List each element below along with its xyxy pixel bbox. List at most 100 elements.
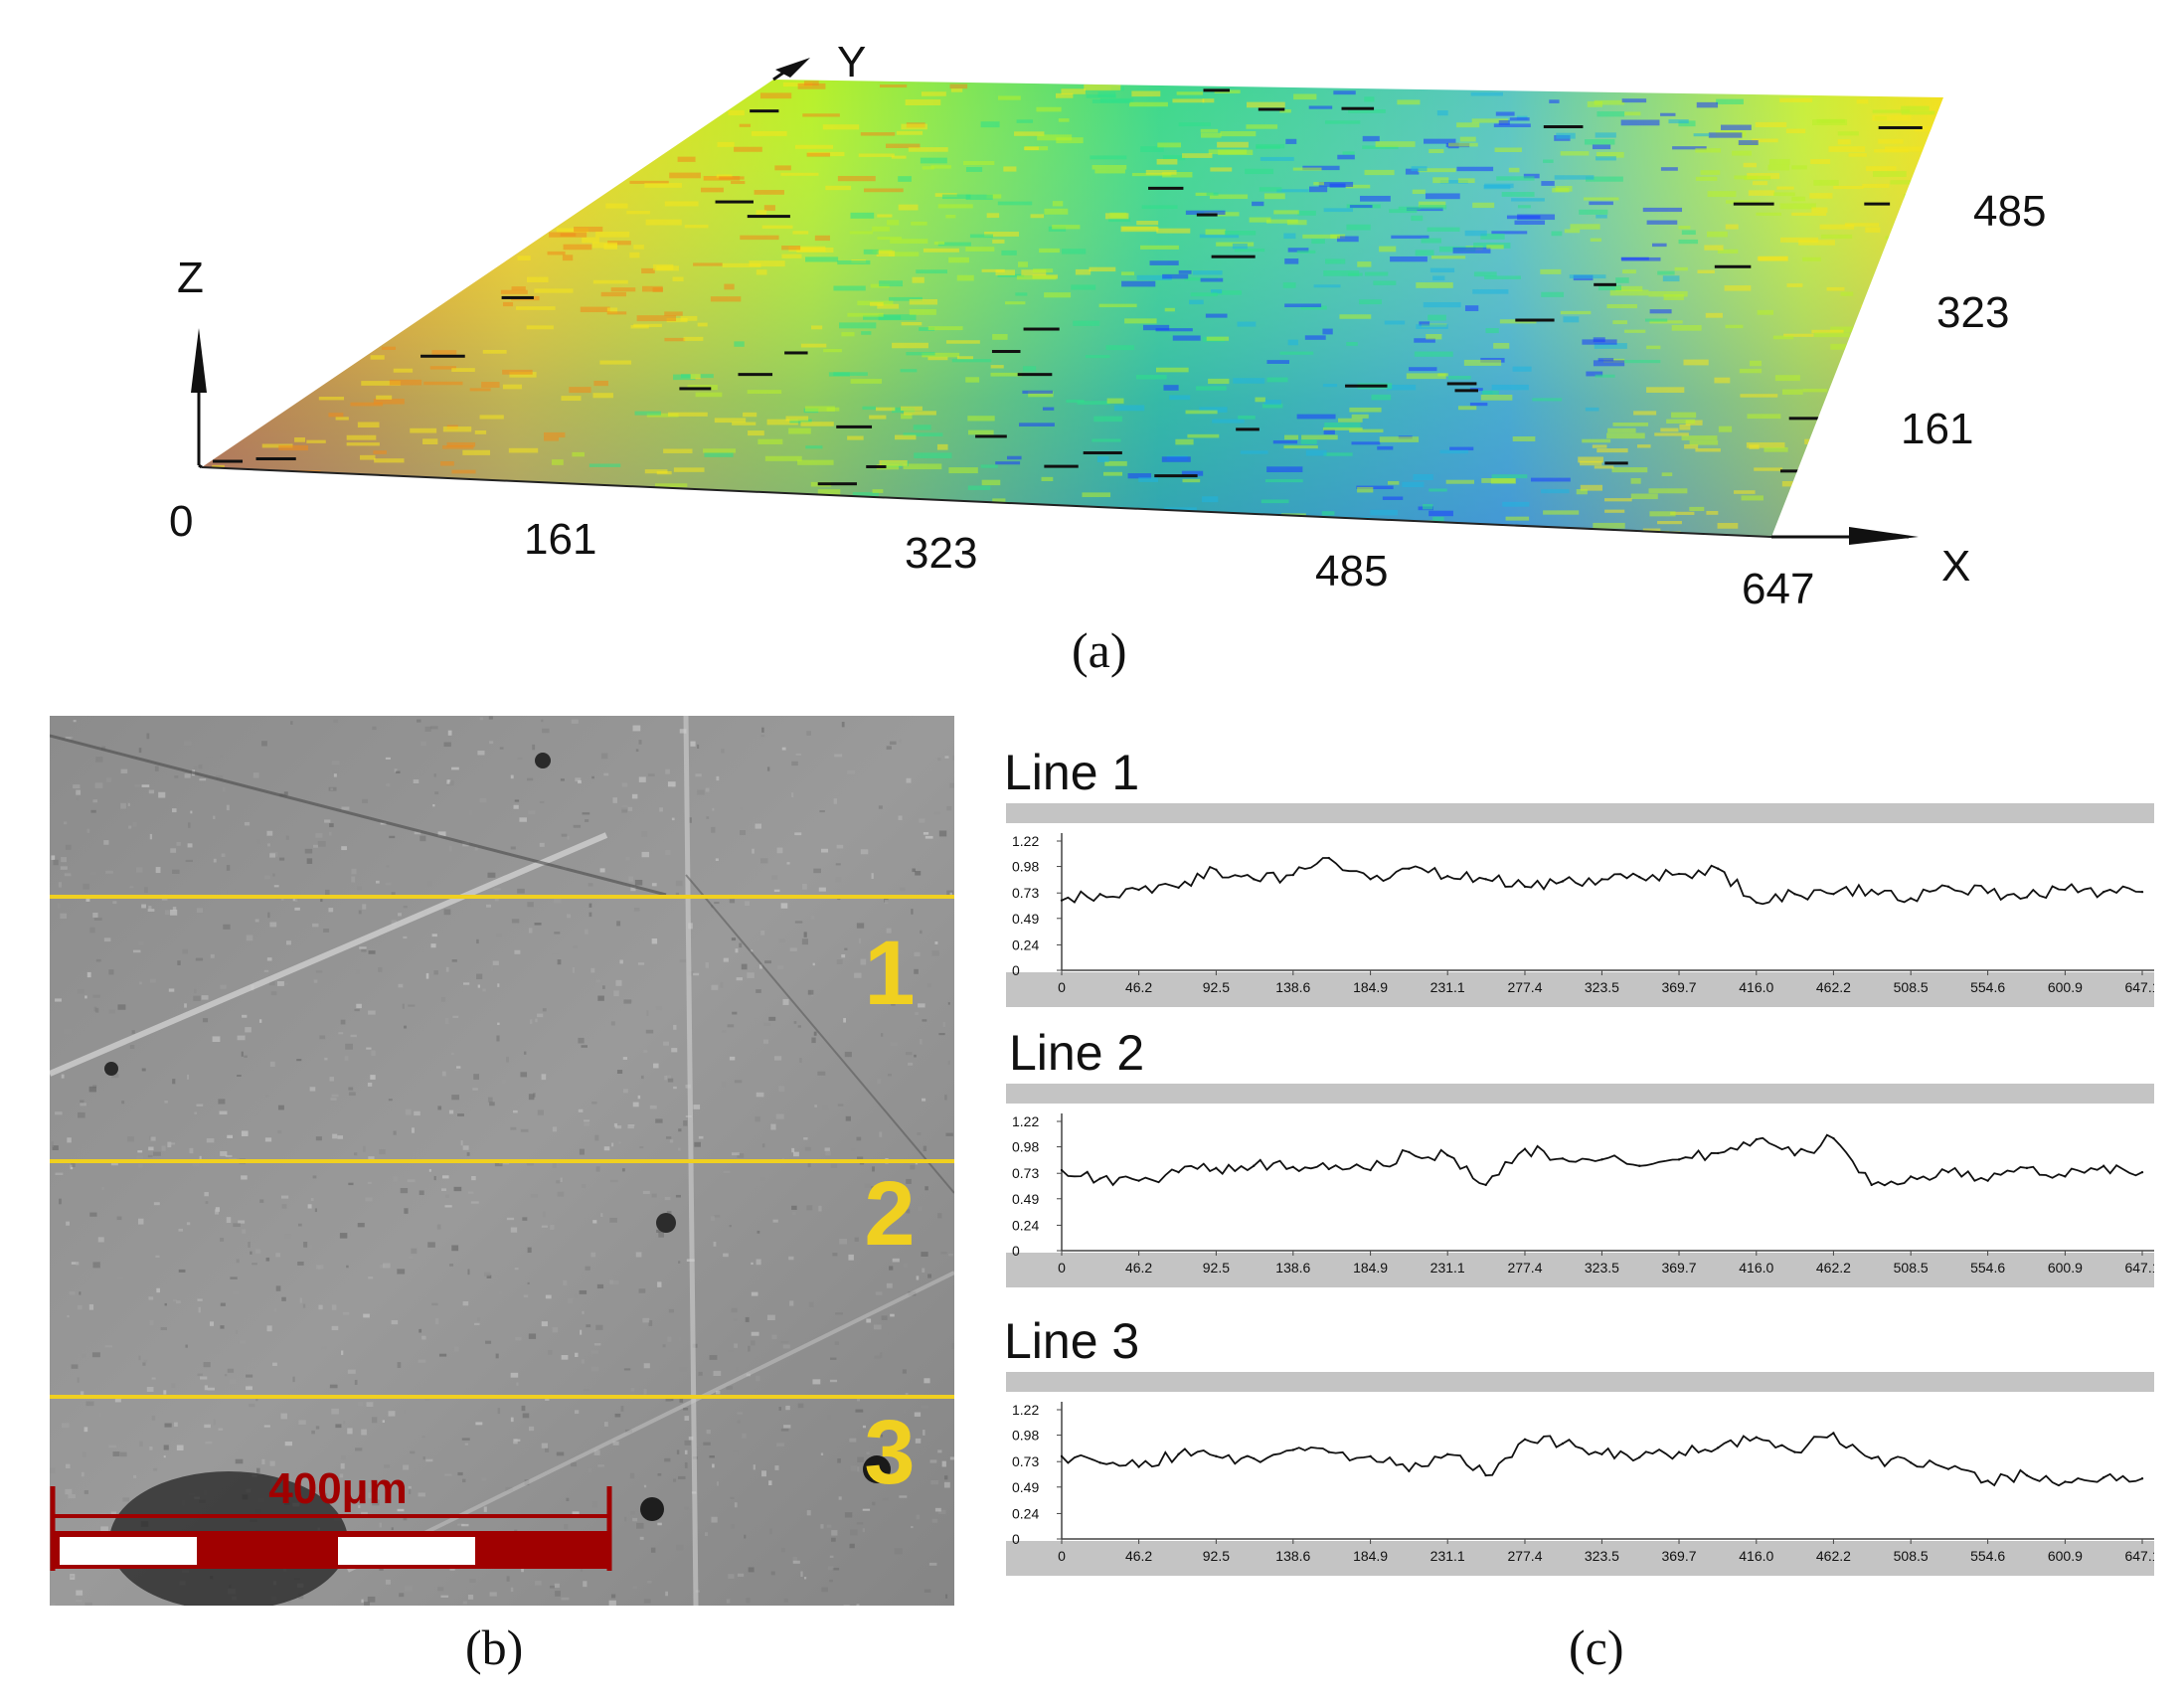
surface-speckle: [1447, 142, 1478, 147]
surface-speckle: [1279, 109, 1291, 113]
surface-speckle: [1654, 432, 1689, 436]
grain-speck: [483, 1506, 487, 1512]
grain-speck: [456, 1066, 461, 1069]
grain-speck: [356, 1003, 362, 1009]
surface-speckle: [1657, 270, 1675, 275]
surface-speckle: [374, 458, 405, 463]
grain-speck: [254, 919, 259, 923]
grain-speck: [632, 725, 641, 732]
grain-speck: [619, 959, 623, 964]
surface-speckle: [1419, 205, 1447, 210]
grain-speck: [793, 1151, 799, 1157]
grain-speck: [567, 914, 572, 919]
grain-speck: [539, 800, 545, 803]
surface-speckle: [1657, 521, 1682, 525]
surface-speckle: [1819, 224, 1855, 230]
grain-speck: [537, 1013, 544, 1018]
surface-speckle: [502, 369, 533, 375]
grain-speck: [751, 1331, 759, 1336]
grain-speck: [148, 906, 152, 910]
grain-speck: [573, 824, 582, 828]
grain-speck: [83, 883, 89, 890]
surface-speckle: [879, 84, 908, 88]
surface-speckle: [1472, 288, 1509, 294]
surface-speckle: [1178, 269, 1192, 274]
grain-speck: [355, 969, 361, 974]
grain-speck: [153, 1202, 160, 1206]
grain-speck: [284, 1234, 292, 1240]
surface-speckle: [876, 251, 896, 257]
surface-speckle: [1189, 299, 1204, 305]
grain-speck: [822, 1104, 829, 1110]
grain-speck: [176, 1445, 184, 1451]
grain-speck: [740, 829, 747, 836]
grain-speck: [557, 959, 562, 965]
pit-mark: [863, 1455, 891, 1483]
grain-speck: [778, 938, 785, 943]
surface-defect: [1236, 427, 1260, 431]
grain-speck: [855, 1409, 864, 1413]
surface-speckle: [1300, 305, 1327, 310]
surface-speckle: [1648, 488, 1688, 494]
grain-speck: [922, 1268, 925, 1274]
grain-speck: [679, 729, 687, 734]
surface-speckle: [668, 412, 708, 417]
grain-speck: [881, 1033, 884, 1037]
grain-speck: [312, 923, 319, 928]
grain-speck: [178, 1228, 184, 1232]
grain-speck: [242, 1229, 247, 1234]
surface-speckle: [526, 325, 554, 330]
grain-speck: [277, 1105, 284, 1110]
surface-speckle: [1234, 249, 1265, 253]
grain-speck: [436, 1224, 441, 1230]
surface-speckle: [1084, 84, 1121, 90]
surface-speckle: [1630, 477, 1641, 484]
grain-speck: [515, 1336, 522, 1341]
grain-speck: [812, 962, 815, 966]
grain-speck: [206, 1138, 215, 1143]
surface-defect: [1203, 88, 1231, 92]
grain-speck: [339, 1473, 344, 1478]
grain-speck: [541, 1225, 548, 1228]
surface-speckle: [1671, 412, 1697, 419]
grain-speck: [542, 1211, 546, 1218]
grain-speck: [643, 1050, 648, 1053]
grain-speck: [764, 960, 772, 964]
surface-speckle: [1217, 141, 1249, 148]
grain-speck: [222, 786, 226, 792]
surface-speckle: [511, 286, 526, 291]
grain-speck: [527, 902, 534, 908]
surface-speckle: [1092, 164, 1127, 170]
surface-speckle: [903, 432, 943, 436]
profile-data-point: [2025, 1473, 2029, 1477]
surface-speckle: [1210, 167, 1233, 172]
grain-speck: [314, 1208, 317, 1213]
surface-speckle: [1061, 88, 1086, 94]
grain-speck: [230, 1277, 238, 1279]
grain-speck: [65, 1488, 73, 1495]
grain-speck: [263, 969, 269, 972]
surface-speckle: [634, 411, 661, 416]
surface-speckle: [802, 113, 840, 117]
surface-speckle: [1357, 261, 1372, 267]
grain-speck: [103, 840, 109, 845]
grain-speck: [762, 1039, 769, 1044]
grain-speck: [528, 1094, 535, 1101]
grain-speck: [924, 835, 933, 839]
grain-speck: [581, 1045, 588, 1048]
surface-speckle: [1266, 466, 1303, 473]
grain-speck: [776, 1443, 784, 1447]
surface-speckle: [1423, 503, 1433, 510]
grain-speck: [250, 1251, 252, 1255]
surface-speckle: [1595, 132, 1616, 138]
grain-speck: [588, 912, 592, 918]
grain-speck: [497, 1408, 501, 1415]
grain-speck: [836, 959, 843, 964]
grain-speck: [768, 1480, 772, 1486]
surface-speckle: [869, 301, 884, 306]
grain-speck: [170, 909, 178, 916]
surface-speckle: [1689, 506, 1705, 512]
surface-speckle: [261, 443, 293, 448]
surface-speckle: [995, 461, 1021, 465]
surface-speckle: [1058, 118, 1070, 122]
